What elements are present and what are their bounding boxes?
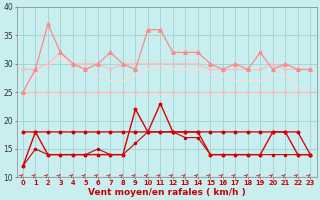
- X-axis label: Vent moyen/en rafales ( km/h ): Vent moyen/en rafales ( km/h ): [88, 188, 245, 197]
